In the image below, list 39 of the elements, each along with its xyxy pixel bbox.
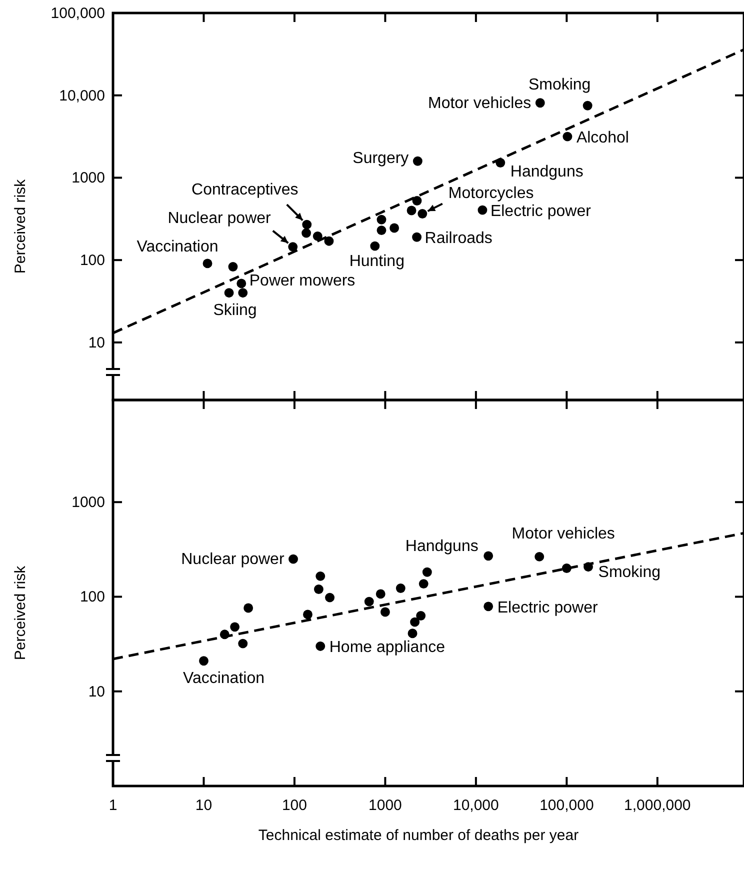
y-tick-label: 100,000 (50, 5, 105, 22)
annotation: Motor vehicles (428, 94, 532, 112)
y-tick-label: 100 (80, 252, 105, 270)
annotation: Vaccination (136, 238, 218, 256)
annotation: Handguns (405, 538, 478, 555)
x-tick-label: 1 (108, 797, 118, 814)
annotation: Power mowers (249, 272, 356, 290)
annotation: Electric power (490, 203, 592, 220)
annotation: Hunting (349, 253, 404, 270)
y-tick-label: 1000 (72, 170, 105, 187)
y-tick-label: 10 (88, 683, 105, 700)
annotation: Nuclear power (181, 551, 285, 568)
y-axis-title: Perceived risk (12, 178, 29, 274)
x-tick-label: 1,000,000 (624, 797, 691, 814)
annotation: Vaccination (182, 670, 264, 687)
y-tick-label: 1000 (72, 494, 105, 512)
y-axis-title: Perceived risk (12, 565, 29, 660)
x-tick-label: 10 (195, 797, 212, 814)
annotation: Handguns (510, 164, 584, 181)
y-tick-label: 100 (80, 588, 105, 606)
y-tick-label: 10 (88, 334, 105, 352)
annotation: Alcohol (576, 130, 629, 147)
annotation: Smoking (528, 76, 591, 94)
x-axis-title: Technical estimate of number of deaths per year (258, 827, 579, 844)
annotation: Contraceptives (192, 182, 298, 199)
x-tick-label: 100,000 (540, 797, 594, 814)
annotation: Motorcycles (448, 184, 534, 202)
x-tick-label: 1000 (368, 797, 402, 814)
annotation: Railroads (424, 230, 492, 248)
annotation: Motor vehicles (512, 526, 615, 543)
x-tick-label: 10,000 (453, 797, 499, 814)
annotation: Surgery (352, 150, 409, 168)
y-tick-label: 10,000 (59, 87, 105, 104)
annotation: Electric power (497, 599, 598, 616)
x-tick-label: 100 (282, 797, 307, 814)
annotation: Nuclear power (168, 210, 272, 227)
annotation: Skiing (213, 302, 257, 319)
annotation: Smoking (598, 564, 661, 581)
annotation: Home appliance (329, 639, 446, 656)
